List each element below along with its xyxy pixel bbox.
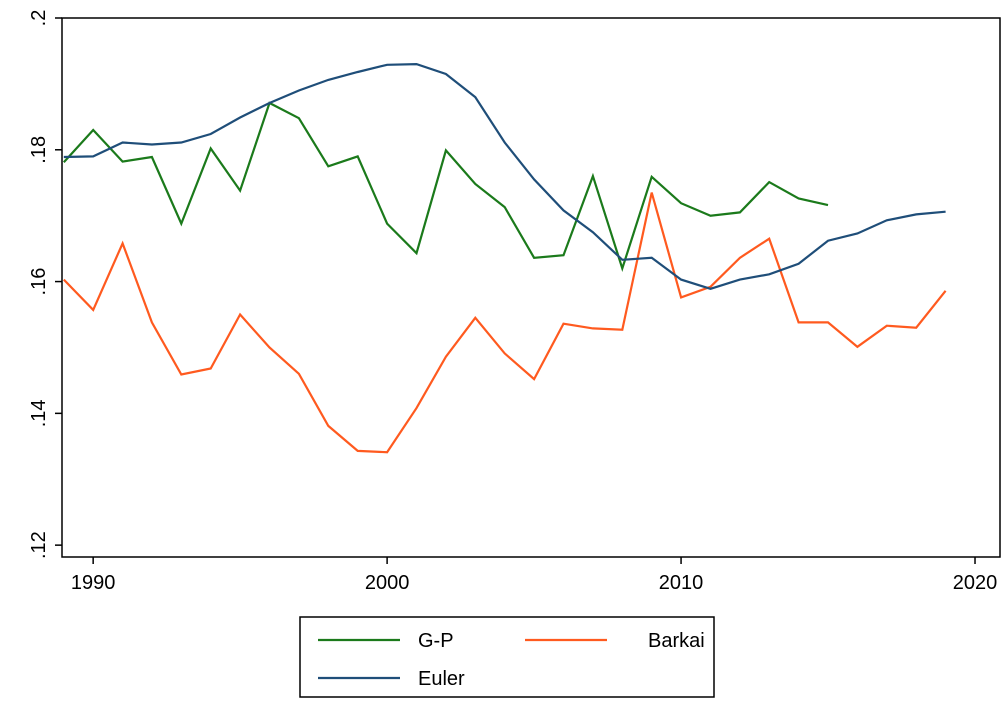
plot-frame [61,17,1001,558]
y-tick-label: .16 [28,268,50,296]
series-line [62,101,829,273]
y-tick-label: .14 [28,399,50,427]
legend-label: Euler [418,668,465,690]
legend-label: G-P [418,630,454,652]
legend-label: Barkai [648,630,705,652]
y-tick-label: .2 [28,10,50,27]
series-line [63,62,946,290]
x-tick-label: 2010 [659,572,704,594]
y-tick-label: .18 [28,136,50,164]
series-line [63,192,947,454]
y-tick-label: .12 [28,531,50,559]
legend-box [299,616,715,698]
x-tick-label: 2000 [365,572,410,594]
x-tick-label: 1990 [71,572,116,594]
x-tick-label: 2020 [953,572,998,594]
